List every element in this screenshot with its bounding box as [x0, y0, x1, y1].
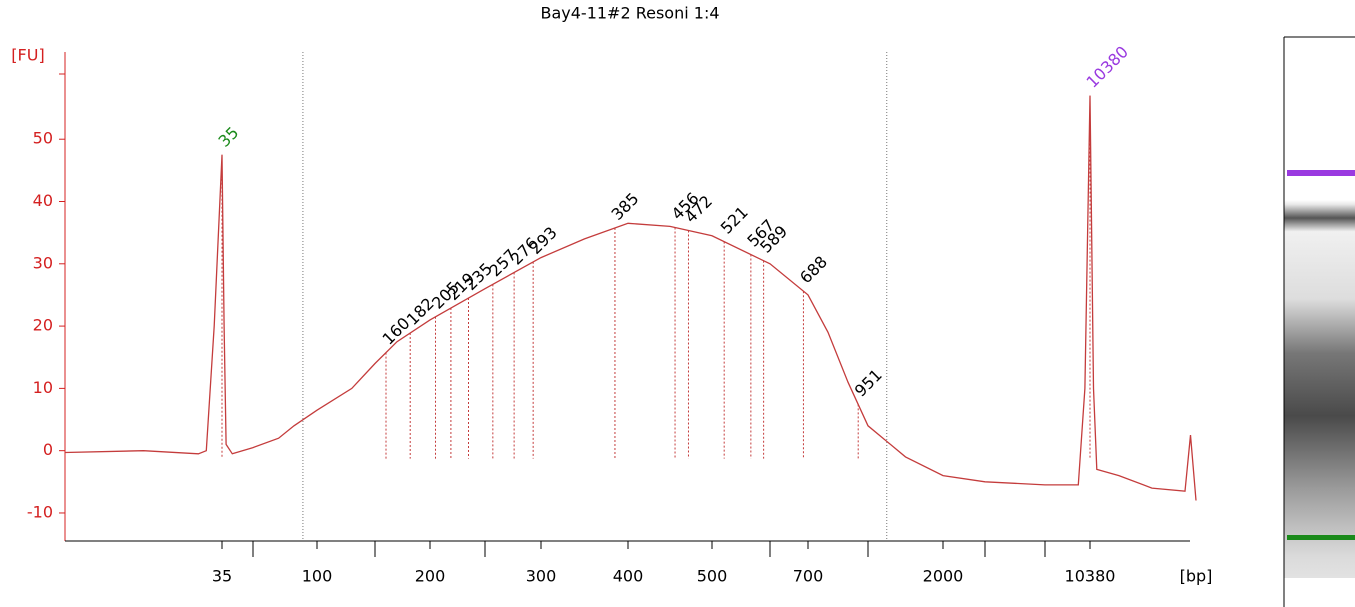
x-tick-label: 400 — [613, 567, 644, 586]
peak-label: 385 — [608, 189, 643, 224]
x-tick-label: 300 — [526, 567, 557, 586]
gel-lane — [1283, 36, 1355, 607]
peak-label: 688 — [796, 252, 831, 287]
x-tick-label: 500 — [697, 567, 728, 586]
peak-label: 951 — [851, 365, 886, 400]
x-tick-label: 35 — [212, 567, 232, 586]
gel-top — [1284, 37, 1355, 128]
x-tick-label: 200 — [415, 567, 446, 586]
y-tick-label: 50 — [33, 129, 53, 148]
x-tick-label: 700 — [793, 567, 824, 586]
x-tick-label: 10380 — [1065, 567, 1116, 586]
y-tick-label: 0 — [43, 440, 53, 459]
gel-lower-marker — [1287, 535, 1355, 540]
x-axis-label: [bp] — [1180, 567, 1213, 586]
peak-label: 521 — [717, 203, 752, 238]
y-tick-label: -10 — [27, 502, 53, 521]
gel-upper-marker — [1287, 170, 1355, 176]
trace — [64, 95, 1197, 501]
peak-label: 35 — [215, 123, 243, 151]
y-tick-label: 20 — [33, 316, 53, 335]
peak-label: 10380 — [1083, 42, 1132, 91]
gel-bottom — [1284, 578, 1355, 607]
y-tick-label: 30 — [33, 253, 53, 272]
x-tick-label: 100 — [302, 567, 333, 586]
y-axis-label: [FU] — [11, 46, 44, 65]
x-tick-label: 2000 — [923, 567, 964, 586]
gel-band-area — [1284, 128, 1355, 578]
y-tick-label: 10 — [33, 378, 53, 397]
chart-title: Bay4-11#2 Resoni 1:4 — [540, 4, 719, 23]
y-tick-label: 40 — [33, 191, 53, 210]
